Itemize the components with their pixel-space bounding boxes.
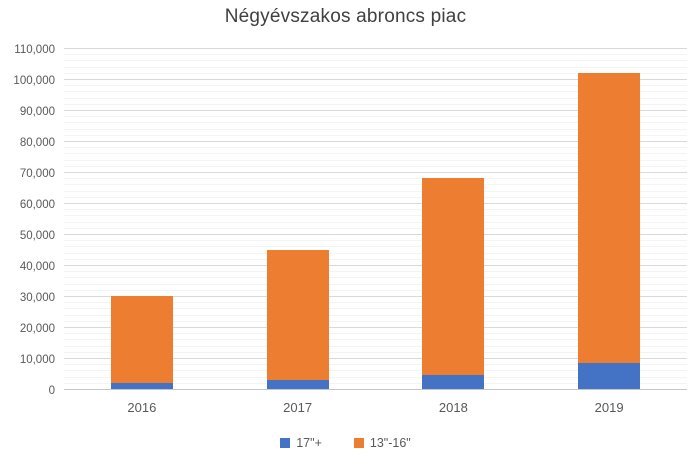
legend-label-13-16: 13"-16" <box>369 436 411 450</box>
gridline-minor <box>64 333 687 335</box>
gridline-minor <box>64 283 687 285</box>
gridline-major <box>64 79 687 80</box>
gridline-minor <box>64 60 687 62</box>
gridline-minor <box>64 159 687 161</box>
gridline-minor <box>64 221 687 223</box>
gridline-minor <box>64 85 687 87</box>
gridline-minor <box>64 72 687 74</box>
gridline-major <box>64 358 687 359</box>
gridline-major <box>64 327 687 328</box>
legend-swatch-orange-icon <box>353 438 364 448</box>
y-tick-label: 80,000 <box>19 136 55 149</box>
gridline-minor <box>64 351 687 353</box>
gridline-minor <box>64 153 687 155</box>
gridline-minor <box>64 66 687 68</box>
legend-swatch-blue-icon <box>280 438 291 448</box>
legend: 17"+ 13"-16" <box>0 436 691 450</box>
gridline-minor <box>64 116 687 118</box>
gridline-minor <box>64 196 687 198</box>
gridline-minor <box>64 97 687 99</box>
gridline-minor <box>64 364 687 366</box>
gridline-minor <box>64 302 687 304</box>
bar-2017-segment-17plus <box>266 379 329 389</box>
gridline-minor <box>64 345 687 347</box>
gridline-minor <box>64 277 687 279</box>
bar-2018-segment-13-16 <box>422 178 485 376</box>
x-tick-label-2016: 2016 <box>127 400 157 415</box>
bar-2016-segment-13-16 <box>110 296 173 383</box>
y-tick-label: 60,000 <box>19 198 55 211</box>
gridline-minor <box>64 165 687 167</box>
gridline-major <box>64 172 687 173</box>
gridline-minor <box>64 91 687 93</box>
gridline-major <box>64 110 687 111</box>
gridline-minor <box>64 122 687 124</box>
gridline-minor <box>64 227 687 229</box>
gridline-minor <box>64 308 687 310</box>
plot-area: 0 10,000 20,000 30,000 40,000 50,000 60,000 70,… <box>13 44 687 397</box>
gridline-minor <box>64 246 687 248</box>
gridline-minor <box>64 376 687 378</box>
gridline-major <box>64 234 687 235</box>
gridline-minor <box>64 320 687 322</box>
bar-2016-segment-17plus <box>110 382 173 389</box>
bar-2018-segment-17plus <box>422 375 485 389</box>
legend-item-17plus: 17"+ <box>280 436 322 450</box>
gridline-major <box>64 296 687 297</box>
gridline-minor <box>64 184 687 186</box>
bar-2019-segment-13-16 <box>578 72 641 363</box>
x-axis-line <box>64 389 687 390</box>
x-tick-label-2019: 2019 <box>594 400 624 415</box>
y-tick-label: 110,000 <box>14 43 55 56</box>
gridline-minor <box>64 103 687 105</box>
gridline-minor <box>64 134 687 136</box>
gridline-minor <box>64 215 687 217</box>
gridline-minor <box>64 209 687 211</box>
gridline-major <box>64 141 687 142</box>
y-tick-label: 50,000 <box>19 229 55 242</box>
bar-2017-segment-13-16 <box>266 249 329 380</box>
gridline-minor <box>64 178 687 180</box>
chart-title: Négyévszakos abroncs piac <box>224 6 467 27</box>
gridline-minor <box>64 128 687 130</box>
y-tick-label: 30,000 <box>19 291 55 304</box>
gridline-minor <box>64 147 687 149</box>
gridline-minor <box>64 382 687 384</box>
y-tick-label: 70,000 <box>19 167 55 180</box>
gridline-minor <box>64 258 687 260</box>
bar-2019-segment-17plus <box>578 362 641 389</box>
x-tick-label-2018: 2018 <box>438 400 468 415</box>
gridline-major <box>64 265 687 266</box>
gridline-minor <box>64 54 687 56</box>
gridline-minor <box>64 370 687 372</box>
y-tick-label: 20,000 <box>19 322 55 335</box>
gridline-minor <box>64 289 687 291</box>
legend-item-13-16: 13"-16" <box>353 436 411 450</box>
gridline-major <box>64 48 687 49</box>
y-tick-label: 90,000 <box>19 105 55 118</box>
gridline-minor <box>64 271 687 273</box>
y-tick-label: 40,000 <box>19 260 55 273</box>
x-tick-label-2017: 2017 <box>283 400 313 415</box>
gridline-minor <box>64 190 687 192</box>
gridline-minor <box>64 252 687 254</box>
y-tick-label: 10,000 <box>19 353 55 366</box>
gridline-major <box>64 203 687 204</box>
gridline-minor <box>64 240 687 242</box>
y-tick-label: 100,000 <box>13 74 55 87</box>
gridline-minor <box>64 314 687 316</box>
y-tick-label: 0 <box>48 384 55 397</box>
legend-label-17plus: 17"+ <box>296 436 322 450</box>
gridline-minor <box>64 339 687 341</box>
